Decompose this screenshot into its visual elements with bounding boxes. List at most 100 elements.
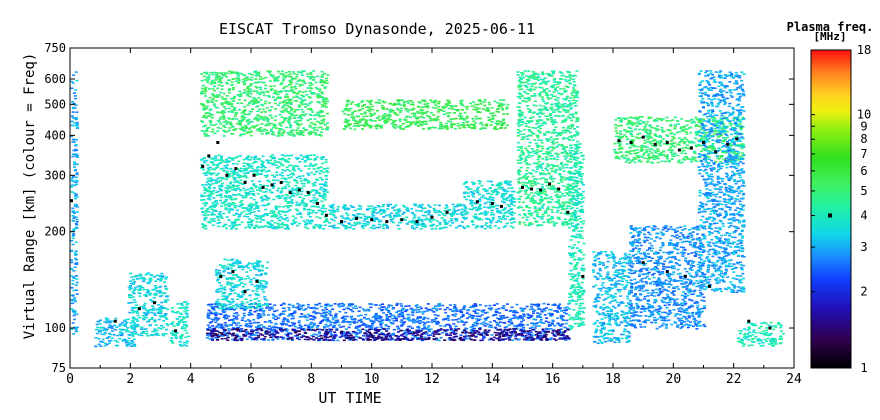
echo-trace-mark <box>530 326 534 328</box>
echo-trace-mark <box>245 176 249 179</box>
echo-trace-mark <box>312 196 316 199</box>
echo-trace-mark <box>323 210 327 213</box>
echo-trace-mark <box>145 333 149 335</box>
echo-trace-mark <box>364 313 368 316</box>
echo-trace-mark <box>509 317 513 320</box>
echo-trace-mark <box>249 207 252 210</box>
echo-trace-mark <box>100 329 104 332</box>
echo-trace-mark <box>74 250 78 252</box>
echo-trace-mark <box>251 103 255 105</box>
echo-trace-mark <box>522 319 525 321</box>
echo-trace-mark <box>501 330 505 332</box>
echo-trace-mark <box>484 333 488 335</box>
echo-trace-mark <box>367 310 371 312</box>
echo-trace-mark <box>282 105 286 107</box>
echo-trace-mark <box>468 306 472 309</box>
echo-trace-mark <box>302 202 306 204</box>
echo-trace-mark <box>264 87 267 90</box>
echo-trace-mark <box>462 330 465 333</box>
echo-trace-mark <box>71 82 75 84</box>
echo-trace-mark <box>233 204 237 207</box>
echo-trace-mark <box>377 320 381 323</box>
echo-trace-mark <box>132 306 136 309</box>
echo-trace-mark <box>376 205 380 207</box>
echo-trace-mark <box>251 190 255 193</box>
echo-trace-mark <box>343 336 347 338</box>
echo-trace-mark <box>332 321 336 324</box>
echo-trace-mark <box>302 327 306 330</box>
echo-trace-mark <box>308 102 312 105</box>
echo-trace-mark <box>347 337 351 339</box>
echo-trace-mark <box>71 141 75 143</box>
echo-trace-mark <box>558 330 562 333</box>
echo-trace-mark <box>226 176 230 178</box>
echo-trace-mark <box>74 259 78 261</box>
echo-trace-mark <box>260 81 264 84</box>
echo-trace-mark <box>289 324 293 327</box>
echo-trace-mark <box>349 338 353 340</box>
echo-trace-mark <box>211 307 215 310</box>
echo-trace-mark <box>184 306 188 308</box>
echo-trace-mark <box>231 126 235 128</box>
echo-trace-mark <box>233 312 237 315</box>
echo-trace-mark <box>337 324 341 326</box>
echo-trace-mark <box>282 320 285 323</box>
echo-trace-mark <box>242 169 246 172</box>
echo-trace-mark <box>265 107 269 109</box>
echo-trace-mark <box>235 286 239 288</box>
echo-trace-mark <box>285 85 289 88</box>
echo-trace-mark <box>533 334 537 336</box>
echo-trace-mark <box>207 309 211 312</box>
echo-trace-mark <box>306 338 310 341</box>
echo-trace-mark <box>334 334 338 337</box>
echo-trace-mark <box>226 259 230 261</box>
echo-trace-mark <box>223 322 227 324</box>
echo-trace-mark <box>547 325 551 327</box>
echo-trace-mark <box>258 313 262 316</box>
echo-trace-mark <box>274 323 278 325</box>
echo-trace-mark <box>242 81 245 83</box>
echo-trace-mark <box>159 327 163 330</box>
echo-trace-mark <box>137 334 141 336</box>
echo-trace-mark <box>561 334 565 337</box>
echo-trace-mark <box>153 320 157 323</box>
echo-trace-mark <box>242 215 246 218</box>
echo-trace-mark <box>266 179 270 182</box>
echo-trace-mark <box>277 161 281 163</box>
echo-trace-mark <box>110 327 114 330</box>
echo-trace-mark <box>208 326 212 329</box>
echo-trace-mark <box>240 319 244 321</box>
echo-trace-mark <box>291 173 295 176</box>
echo-trace-mark <box>565 306 569 309</box>
echo-trace-mark <box>203 204 207 207</box>
echo-trace-mark <box>464 337 468 340</box>
echo-trace-mark <box>227 91 231 94</box>
echo-trace-mark <box>239 337 243 340</box>
echo-trace-mark <box>418 322 422 325</box>
echo-trace-mark <box>249 334 253 336</box>
echo-trace-mark <box>262 184 266 187</box>
echo-trace-mark <box>526 316 530 319</box>
echo-trace-mark <box>548 308 552 311</box>
echo-trace-mark <box>276 189 280 192</box>
echo-trace-mark <box>404 337 407 339</box>
echo-trace-mark <box>213 71 217 74</box>
echo-trace-mark <box>259 118 263 120</box>
echo-trace-mark <box>227 195 231 197</box>
echo-trace-mark <box>351 336 355 338</box>
echo-trace-mark <box>213 105 217 107</box>
echo-trace-mark <box>324 158 328 161</box>
echo-trace-mark <box>297 117 301 119</box>
echo-trace-mark <box>255 202 259 204</box>
echo-trace-mark <box>343 318 347 320</box>
echo-trace-mark <box>238 278 242 281</box>
echo-trace-mark <box>205 76 209 79</box>
echo-trace-mark <box>218 273 222 276</box>
echo-trace-mark <box>288 126 292 129</box>
echo-trace-mark <box>347 307 350 310</box>
echo-trace-mark <box>312 339 316 341</box>
echo-trace-mark <box>357 319 361 322</box>
echo-trace-mark <box>440 217 444 219</box>
echo-trace-mark <box>207 74 211 76</box>
echo-trace-mark <box>221 167 225 170</box>
